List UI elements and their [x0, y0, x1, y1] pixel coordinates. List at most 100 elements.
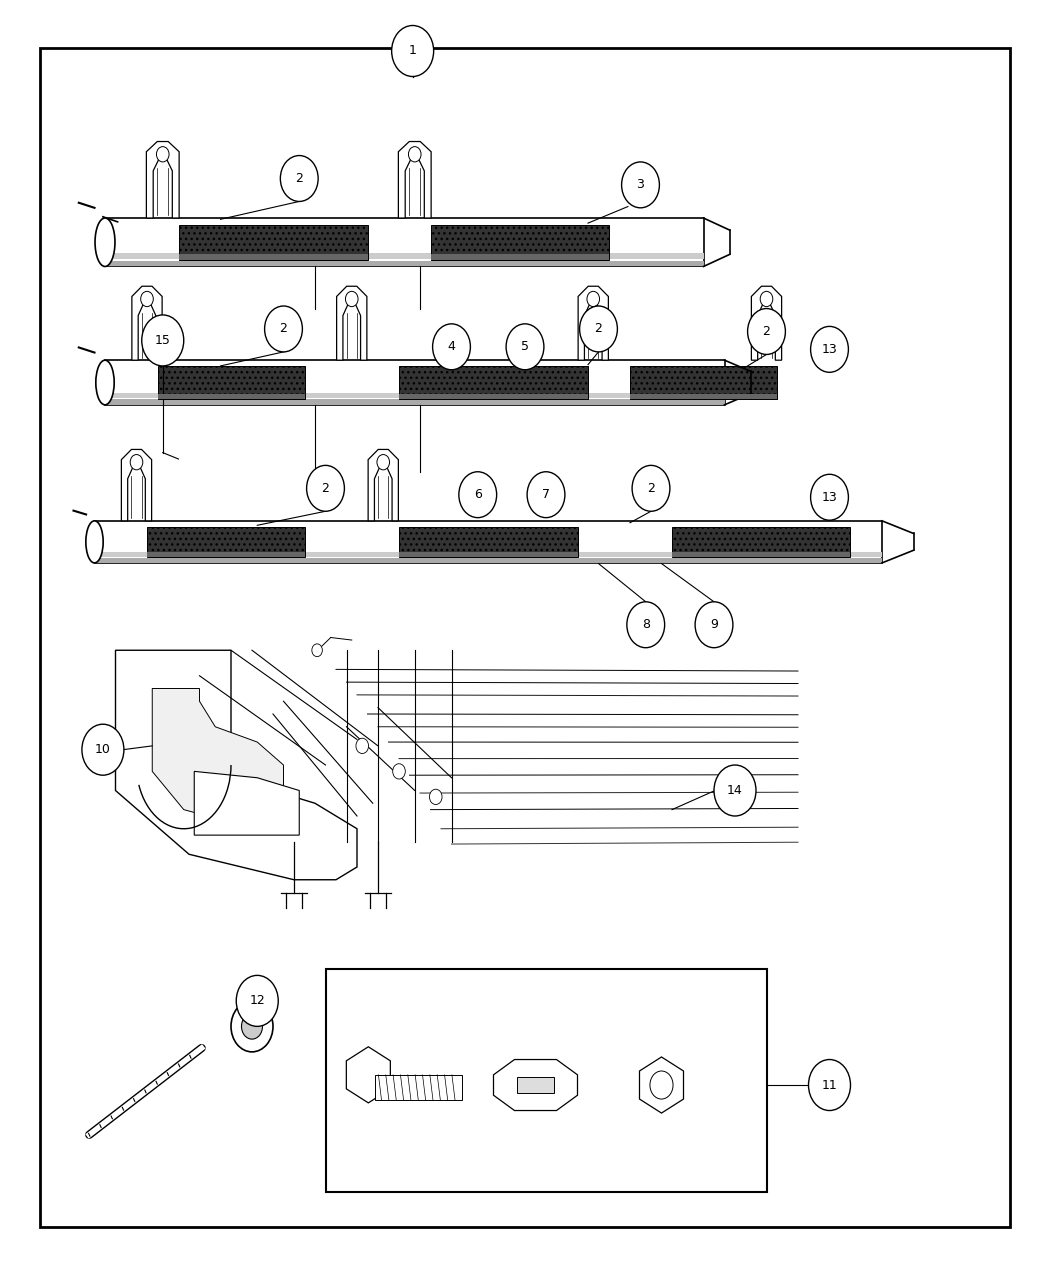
Circle shape — [433, 324, 470, 370]
Text: 2: 2 — [279, 323, 288, 335]
Polygon shape — [132, 287, 162, 361]
Text: 13: 13 — [821, 343, 838, 356]
Polygon shape — [369, 450, 398, 521]
Circle shape — [408, 147, 421, 162]
Circle shape — [377, 455, 390, 470]
Text: 4: 4 — [447, 340, 456, 353]
Circle shape — [242, 1014, 262, 1039]
Circle shape — [650, 1071, 673, 1099]
Bar — [430, 255, 609, 260]
Circle shape — [811, 326, 848, 372]
Bar — [94, 558, 882, 564]
Circle shape — [459, 472, 497, 518]
Text: 13: 13 — [821, 491, 838, 504]
Circle shape — [142, 315, 184, 366]
Circle shape — [307, 465, 344, 511]
Circle shape — [429, 789, 442, 805]
Bar — [94, 520, 882, 564]
Circle shape — [622, 162, 659, 208]
Polygon shape — [116, 650, 357, 880]
Ellipse shape — [86, 520, 103, 564]
Circle shape — [141, 292, 153, 307]
Polygon shape — [146, 142, 180, 218]
Bar — [105, 254, 704, 259]
Text: 5: 5 — [521, 340, 529, 353]
Circle shape — [695, 602, 733, 648]
Circle shape — [236, 975, 278, 1026]
Bar — [630, 366, 777, 399]
Bar — [105, 399, 724, 405]
Bar — [399, 552, 578, 557]
Circle shape — [265, 306, 302, 352]
Polygon shape — [337, 287, 366, 361]
Bar — [399, 366, 588, 399]
Circle shape — [808, 1060, 850, 1111]
Text: 3: 3 — [636, 179, 645, 191]
Bar — [672, 527, 850, 557]
Text: 9: 9 — [710, 618, 718, 631]
Bar — [672, 552, 850, 557]
Ellipse shape — [94, 218, 116, 266]
Circle shape — [312, 644, 322, 657]
Text: 2: 2 — [594, 323, 603, 335]
Bar — [178, 224, 368, 260]
Polygon shape — [579, 287, 608, 361]
Polygon shape — [639, 1057, 684, 1113]
Circle shape — [280, 156, 318, 201]
Text: 2: 2 — [295, 172, 303, 185]
Bar — [147, 527, 304, 557]
Text: 14: 14 — [727, 784, 743, 797]
Circle shape — [345, 292, 358, 307]
Text: 15: 15 — [154, 334, 171, 347]
Circle shape — [506, 324, 544, 370]
Polygon shape — [752, 287, 781, 361]
Text: 6: 6 — [474, 488, 482, 501]
Bar — [158, 366, 304, 399]
Text: 1: 1 — [408, 45, 417, 57]
Bar — [375, 1075, 462, 1100]
Text: 10: 10 — [94, 743, 111, 756]
Circle shape — [811, 474, 848, 520]
Polygon shape — [122, 450, 151, 521]
Circle shape — [587, 292, 600, 307]
Bar — [105, 361, 724, 405]
Text: 2: 2 — [321, 482, 330, 495]
Ellipse shape — [96, 361, 114, 405]
Bar — [399, 527, 578, 557]
Text: 2: 2 — [762, 325, 771, 338]
Bar — [178, 255, 368, 260]
Circle shape — [527, 472, 565, 518]
Polygon shape — [398, 142, 432, 218]
Bar — [158, 394, 304, 399]
Bar — [147, 552, 304, 557]
Circle shape — [231, 1001, 273, 1052]
Circle shape — [130, 455, 143, 470]
Circle shape — [627, 602, 665, 648]
Bar — [430, 224, 609, 260]
Bar — [399, 394, 588, 399]
Bar — [517, 1077, 554, 1093]
Text: 12: 12 — [250, 994, 265, 1007]
Circle shape — [748, 309, 785, 354]
Circle shape — [393, 764, 405, 779]
Circle shape — [760, 292, 773, 307]
Bar — [630, 394, 777, 399]
Polygon shape — [194, 771, 299, 835]
Text: 7: 7 — [542, 488, 550, 501]
Circle shape — [714, 765, 756, 816]
Bar — [105, 260, 704, 266]
Circle shape — [632, 465, 670, 511]
Text: 2: 2 — [647, 482, 655, 495]
Polygon shape — [494, 1060, 578, 1111]
Circle shape — [156, 147, 169, 162]
Circle shape — [580, 306, 617, 352]
Bar — [105, 393, 724, 398]
Circle shape — [392, 26, 434, 76]
Circle shape — [356, 738, 369, 754]
Text: 8: 8 — [642, 618, 650, 631]
Text: 11: 11 — [821, 1079, 838, 1091]
Polygon shape — [152, 688, 284, 822]
Bar — [94, 552, 882, 557]
Polygon shape — [346, 1047, 391, 1103]
Bar — [105, 218, 704, 266]
